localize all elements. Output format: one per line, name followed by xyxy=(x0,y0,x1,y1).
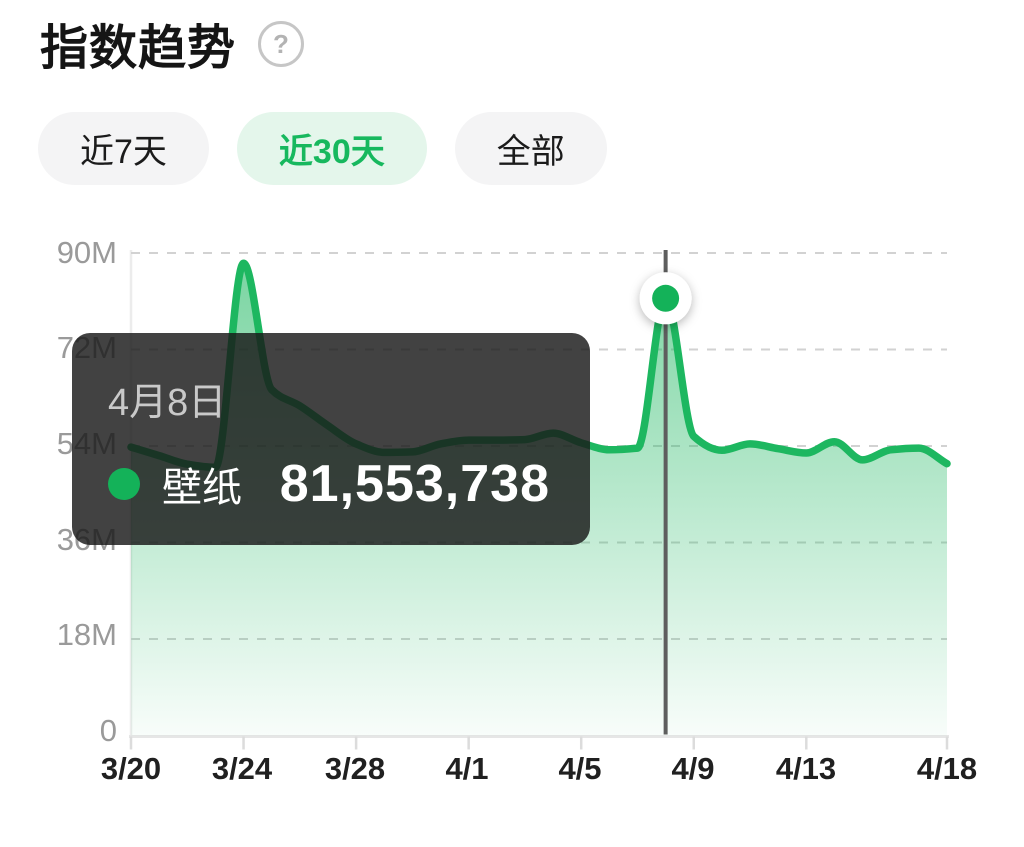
page-title: 指数趋势 xyxy=(40,22,237,75)
marker-dot xyxy=(652,284,680,312)
tooltip-value: 81,553,738 xyxy=(279,455,550,513)
x-axis-label: 4/13 xyxy=(775,751,837,786)
question-mark-glyph: ? xyxy=(273,28,289,59)
x-axis-label: 4/18 xyxy=(916,751,978,786)
y-axis-label: 0 xyxy=(99,713,117,748)
tab-last-7-days[interactable]: 近7天 xyxy=(38,112,209,185)
x-axis-label: 3/20 xyxy=(100,751,162,786)
y-axis-label: 18M xyxy=(56,617,117,652)
x-axis-label: 3/28 xyxy=(324,751,386,786)
x-axis-label: 4/5 xyxy=(558,751,602,786)
tooltip-series-name: 壁纸 xyxy=(162,466,242,510)
x-axis-label: 3/24 xyxy=(211,751,273,786)
time-range-tabs: 近7天 近30天 全部 xyxy=(38,112,607,185)
tooltip-series-row: 壁纸 81,553,738 xyxy=(108,454,550,514)
help-icon[interactable]: ? xyxy=(258,21,304,67)
x-axis-label: 4/1 xyxy=(445,751,489,786)
tooltip-date: 4月8日 xyxy=(108,382,227,424)
chart-tooltip: 4月8日 壁纸 81,553,738 xyxy=(72,333,590,545)
tab-last-30-days[interactable]: 近30天 xyxy=(236,112,427,185)
series-dot-icon xyxy=(108,468,140,500)
x-axis-label: 4/9 xyxy=(671,751,715,786)
y-axis-label: 90M xyxy=(56,235,117,270)
tab-all[interactable]: 全部 xyxy=(454,112,607,185)
